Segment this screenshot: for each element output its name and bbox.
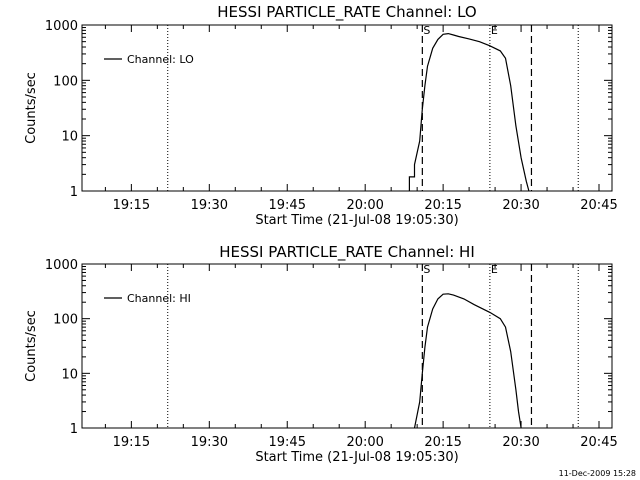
x-tick-label: 19:15 [113,198,150,213]
x-axis-label: Start Time (21-Jul-08 19:05:30) [255,213,458,228]
x-tick-label: 19:30 [191,198,228,213]
y-tick-label: 1 [70,185,78,200]
y-tick-label: 100 [53,74,78,89]
start-marker-label: S [423,24,430,37]
chart-panel-lo: HESSI PARTICLE_RATE Channel: LO 19:15 19:3… [24,3,618,228]
x-tick-label: 20:00 [346,198,383,213]
x-tick-label: 20:30 [502,435,539,450]
plot-timestamp: 11-Dec-2009 15:28 [559,469,636,478]
x-axis-label: Start Time (21-Jul-08 19:05:30) [255,450,458,465]
y-tick-label: 10 [61,367,78,382]
start-marker-label: S [423,263,430,276]
x-tick-label: 19:45 [269,435,306,450]
series-line [408,32,530,192]
y-axis-label: Counts/sec [24,72,39,144]
x-tick-label: 19:30 [191,435,228,450]
legend-label: Channel: LO [127,53,194,66]
end-marker-label: E [491,263,498,276]
end-marker-label: E [491,24,498,37]
y-tick-label: 100 [53,313,78,328]
x-tick-label: 20:15 [424,435,461,450]
chart-panel-hi: HESSI PARTICLE_RATE Channel: HI 19:15 19:3… [24,243,618,465]
chart-title: HESSI PARTICLE_RATE Channel: HI [219,243,475,262]
x-tick-label: 20:45 [580,435,617,450]
x-tick-label: 20:15 [424,198,461,213]
x-tick-label: 20:30 [502,198,539,213]
y-tick-label: 10 [61,130,78,145]
x-tick-label: 20:00 [346,435,383,450]
y-axis-label: Counts/sec [24,310,39,382]
y-tick-label: 1000 [45,19,78,34]
x-tick-label: 20:45 [580,198,617,213]
y-tick-label: 1 [70,422,78,437]
x-tick-label: 19:45 [269,198,306,213]
y-tick-label: 1000 [45,258,78,273]
plot-frame [81,24,613,192]
x-tick-label: 19:15 [113,435,150,450]
plot-frame [81,263,613,429]
series-line [413,293,522,429]
legend-label: Channel: HI [127,292,191,305]
chart-title: HESSI PARTICLE_RATE Channel: LO [217,3,476,22]
